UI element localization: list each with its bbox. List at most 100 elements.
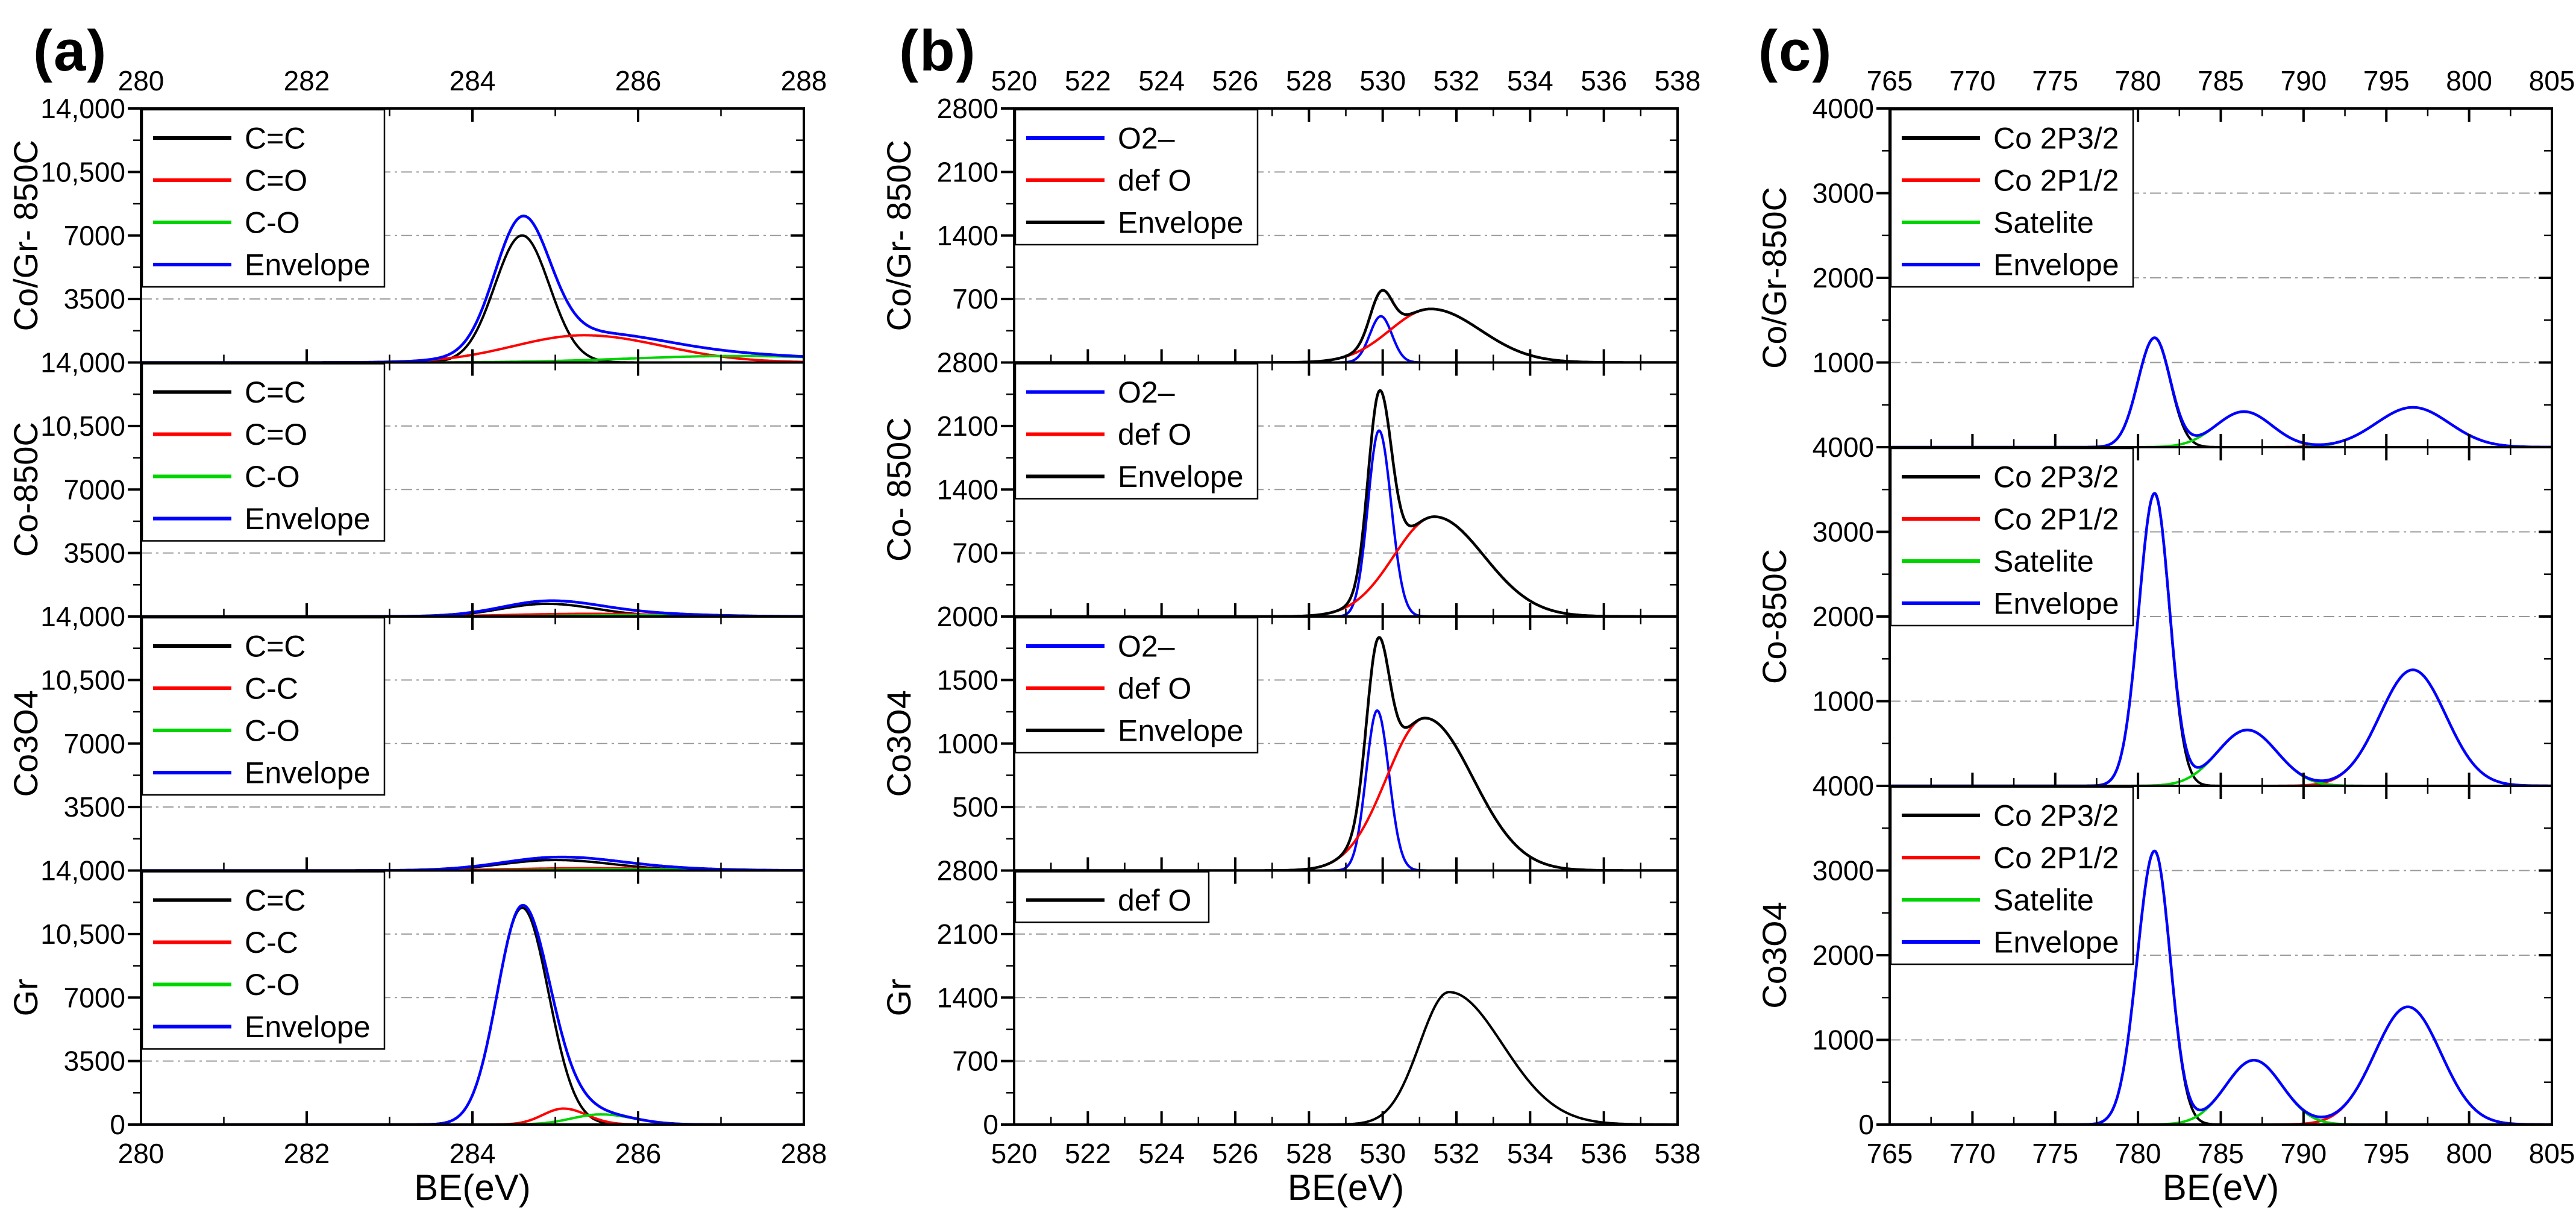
- y-axis-title: Co3O4: [7, 690, 45, 797]
- curves: [1890, 336, 2552, 448]
- x-tick-label-bottom: 526: [1212, 1138, 1259, 1169]
- x-tick-label-top: 780: [2115, 65, 2161, 96]
- y-tick-label: 1000: [937, 728, 998, 759]
- x-tick-label-top: 520: [991, 65, 1038, 96]
- y-tick-label: 0: [110, 1109, 125, 1140]
- legend-item-def-o: def O: [1026, 418, 1191, 451]
- y-axis-title: Co-850C: [7, 422, 45, 557]
- x-tick-label-top: 775: [2032, 65, 2078, 96]
- legend-item-c-c: C-C: [153, 672, 298, 706]
- panel-c-chart: 765 765 770 770 775 775 780 780 785 785 790 790 795 7…: [1755, 65, 2575, 1169]
- y-tick-label: 3000: [1813, 516, 1874, 548]
- y-tick-label: 3500: [64, 791, 125, 823]
- legend-item-c-c: C=C: [153, 883, 306, 917]
- x-tick-label-top: 530: [1359, 65, 1406, 96]
- legend-item-envelope: Envelope: [153, 756, 371, 790]
- x-tick-label-bottom: 284: [450, 1138, 496, 1169]
- x-tick-label-top: 800: [2446, 65, 2492, 96]
- x-tick-label-bottom: 538: [1655, 1138, 1701, 1169]
- x-tick-label-bottom: 765: [1867, 1138, 1913, 1169]
- y-axis-title: Co-850C: [1755, 549, 1793, 684]
- legend-item-envelope: Envelope: [1902, 587, 2119, 621]
- x-tick-label-top: 805: [2529, 65, 2575, 96]
- x-tick-label-bottom: 805: [2529, 1138, 2575, 1169]
- y-tick-label: 700: [952, 283, 998, 315]
- y-tick-label: 7000: [64, 220, 125, 251]
- y-tick-label: 10,500: [40, 410, 125, 442]
- x-tick-label-top: 785: [2198, 65, 2244, 96]
- subplot-b3-co3o4: 2000 1500 1000 500 Co3O4 O2– def O Envelope: [880, 601, 1679, 872]
- panel-a-chart: 280 280 282 282 284 284 286 286 288 288 14,000 10,5…: [7, 65, 827, 1169]
- x-axis-title-c: BE(eV): [2162, 1167, 2280, 1208]
- x-tick-label-bottom: 528: [1286, 1138, 1332, 1169]
- legend-label: Envelope: [1118, 206, 1244, 240]
- x-tick-label-bottom: 520: [991, 1138, 1038, 1169]
- x-tick-label-bottom: 532: [1434, 1138, 1480, 1169]
- series-line-envelope: [1890, 336, 2552, 448]
- x-tick-label-top: 538: [1655, 65, 1701, 96]
- legend-item-def-o: def O: [1026, 164, 1191, 198]
- curves: [1014, 991, 1678, 1125]
- y-tick-label: 500: [952, 791, 998, 823]
- y-tick-label: 2000: [1813, 601, 1874, 632]
- subplot-a4-gr: 14,000 10,500 7000 3500 0 Gr C=C C-C C-O Envelope: [7, 855, 805, 1140]
- legend-label: Co 2P1/2: [1993, 164, 2119, 198]
- x-tick-label-bottom: 530: [1359, 1138, 1406, 1169]
- panel-label-a: (a): [33, 19, 108, 83]
- y-axis-title: Co/Gr- 850C: [7, 140, 45, 331]
- x-tick-label-bottom: 288: [781, 1138, 827, 1169]
- legend-label: Envelope: [1993, 926, 2119, 959]
- legend-box: [1014, 871, 1210, 923]
- x-tick-label-top: 770: [1949, 65, 1996, 96]
- subplot-a2-co-850c: 14,000 10,500 7000 3500 Co-850C C=C C=O C-O Enve…: [7, 347, 805, 618]
- y-axis-title: Co3O4: [1755, 902, 1793, 1008]
- y-tick-label: 700: [952, 538, 998, 569]
- legend: O2– def O Envelope: [1014, 108, 1259, 246]
- legend-item-c-o: C-O: [153, 968, 300, 1002]
- y-tick-label: 2100: [937, 156, 998, 187]
- legend-item-o2-: O2–: [1026, 630, 1175, 664]
- y-tick-label: 3500: [64, 1046, 125, 1077]
- legend-label: C=C: [245, 630, 306, 664]
- x-tick-label-bottom: 795: [2363, 1138, 2410, 1169]
- legend-label: Envelope: [245, 1010, 371, 1044]
- legend-item-envelope: Envelope: [153, 502, 371, 536]
- legend-item-c-o: C-O: [153, 714, 300, 748]
- legend-label: C-O: [245, 714, 300, 748]
- y-tick-label: 1400: [937, 220, 998, 251]
- legend-label: Envelope: [1118, 714, 1244, 748]
- legend: O2– def O Envelope: [1014, 617, 1259, 754]
- subplot-b1-co-gr-850c: 2800 2100 1400 700 Co/Gr- 850C O2– def O Envelo…: [880, 93, 1679, 364]
- legend-item-o2-: O2–: [1026, 122, 1175, 155]
- legend-label: def O: [1118, 418, 1191, 451]
- x-tick-label-top: 288: [781, 65, 827, 96]
- x-tick-label-top: 790: [2281, 65, 2327, 96]
- x-tick-label-top: 282: [284, 65, 330, 96]
- y-tick-label: 2000: [1813, 940, 1874, 971]
- y-tick-label: 3000: [1813, 178, 1874, 209]
- x-tick-label-top: 534: [1507, 65, 1553, 96]
- subplot-b4-gr: 2800 2100 1400 700 0 Gr def O: [880, 855, 1679, 1140]
- y-axis-title: Co/Gr- 850C: [880, 140, 918, 331]
- legend-label: C=C: [245, 122, 306, 155]
- y-tick-label: 1000: [1813, 347, 1874, 378]
- legend-item-envelope: Envelope: [1026, 206, 1244, 240]
- x-axis-title-b: BE(eV): [1287, 1167, 1405, 1208]
- legend-item-co-2p1-2: Co 2P1/2: [1902, 164, 2119, 198]
- y-tick-label: 4000: [1813, 93, 1874, 124]
- y-tick-label: 2800: [937, 347, 998, 378]
- legend-item-satelite: Satelite: [1902, 883, 2094, 917]
- x-tick-label-bottom: 282: [284, 1138, 330, 1169]
- legend-label: Satelite: [1993, 545, 2094, 579]
- x-tick-label-top: 522: [1065, 65, 1111, 96]
- legend-label: C=C: [245, 883, 306, 917]
- y-tick-label: 14,000: [40, 855, 125, 887]
- legend-item-envelope: Envelope: [1026, 714, 1244, 748]
- y-tick-label: 4000: [1813, 770, 1874, 802]
- legend-label: C-O: [245, 968, 300, 1002]
- x-tick-label-bottom: 770: [1949, 1138, 1996, 1169]
- panel-b-chart: 520 520 522 522 524 524 526 526 528 528 530 530 532 5…: [880, 65, 1701, 1169]
- y-tick-label: 0: [983, 1109, 998, 1140]
- legend-label: Co 2P3/2: [1993, 460, 2119, 494]
